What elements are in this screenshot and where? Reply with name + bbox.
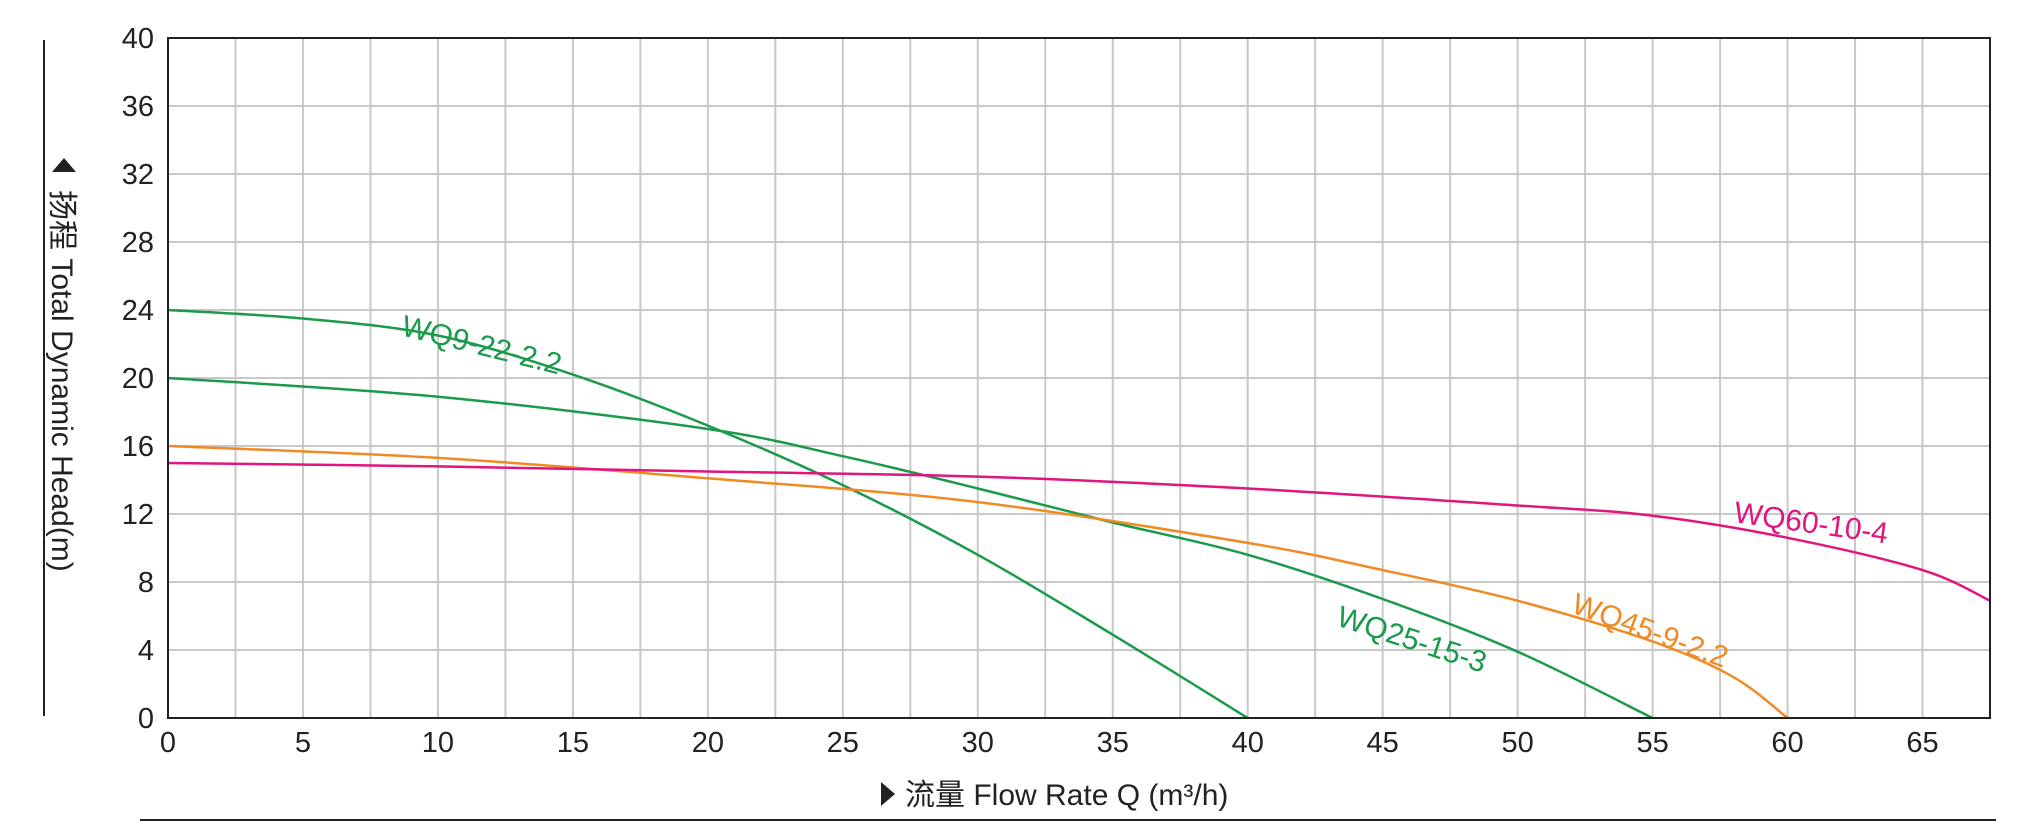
y-tick-label: 12 — [122, 499, 154, 531]
triangle-up-icon — [52, 158, 76, 172]
series-label-wq9-22-2-2: WQ9-22-2.2 — [398, 310, 565, 382]
series-line-wq25-15-3 — [167, 376, 1654, 720]
x-tick-label: 5 — [295, 727, 311, 759]
x-tick-label: 45 — [1367, 727, 1399, 759]
x-axis-title: 流量 Flow Rate Q (m³/h) — [905, 779, 1228, 812]
x-tick-label: 60 — [1771, 727, 1803, 759]
y-tick-labels: 0 4 8 12 16 20 24 28 32 36 40 — [122, 23, 154, 735]
y-tick-label: 28 — [122, 227, 154, 259]
grid — [168, 38, 1990, 718]
x-tick-label: 40 — [1232, 727, 1264, 759]
series-line-wq60-10-4 — [167, 461, 1991, 602]
y-tick-label: 8 — [138, 567, 154, 599]
y-tick-label: 0 — [138, 703, 154, 735]
x-tick-label: 10 — [422, 727, 454, 759]
x-tick-label: 30 — [962, 727, 994, 759]
series-line-wq9-22-2-2 — [167, 308, 1249, 720]
x-axis-title-group: 流量 Flow Rate Q (m³/h) — [881, 779, 1228, 812]
x-tick-label: 15 — [557, 727, 589, 759]
series-label-wq45-9-2-2: WQ45-9-2.2 — [1568, 588, 1733, 675]
series-line-wq45-9-2-2 — [167, 444, 1789, 719]
y-tick-label: 36 — [122, 91, 154, 123]
y-tick-label: 4 — [138, 635, 154, 667]
x-tick-label: 20 — [692, 727, 724, 759]
x-tick-labels: 0 5 10 15 20 25 30 35 40 45 50 55 60 65 — [160, 727, 1939, 759]
x-tick-label: 35 — [1097, 727, 1129, 759]
x-tick-label: 65 — [1906, 727, 1938, 759]
curves — [167, 308, 1991, 720]
x-tick-label: 55 — [1636, 727, 1668, 759]
series-label-wq25-15-3: WQ25-15-3 — [1333, 600, 1491, 679]
triangle-right-icon — [881, 782, 895, 806]
y-axis-title-group: 扬程 Total Dynamic Head(m) — [45, 158, 78, 572]
y-tick-label: 16 — [122, 431, 154, 463]
x-tick-label: 50 — [1501, 727, 1533, 759]
y-tick-label: 20 — [122, 363, 154, 395]
x-tick-label: 0 — [160, 727, 176, 759]
y-axis-title: 扬程 Total Dynamic Head(m) — [45, 190, 78, 572]
y-tick-label: 32 — [122, 159, 154, 191]
y-tick-label: 40 — [122, 23, 154, 55]
plot-frame — [167, 37, 1991, 719]
y-tick-label: 24 — [122, 295, 154, 327]
x-tick-label: 25 — [827, 727, 859, 759]
